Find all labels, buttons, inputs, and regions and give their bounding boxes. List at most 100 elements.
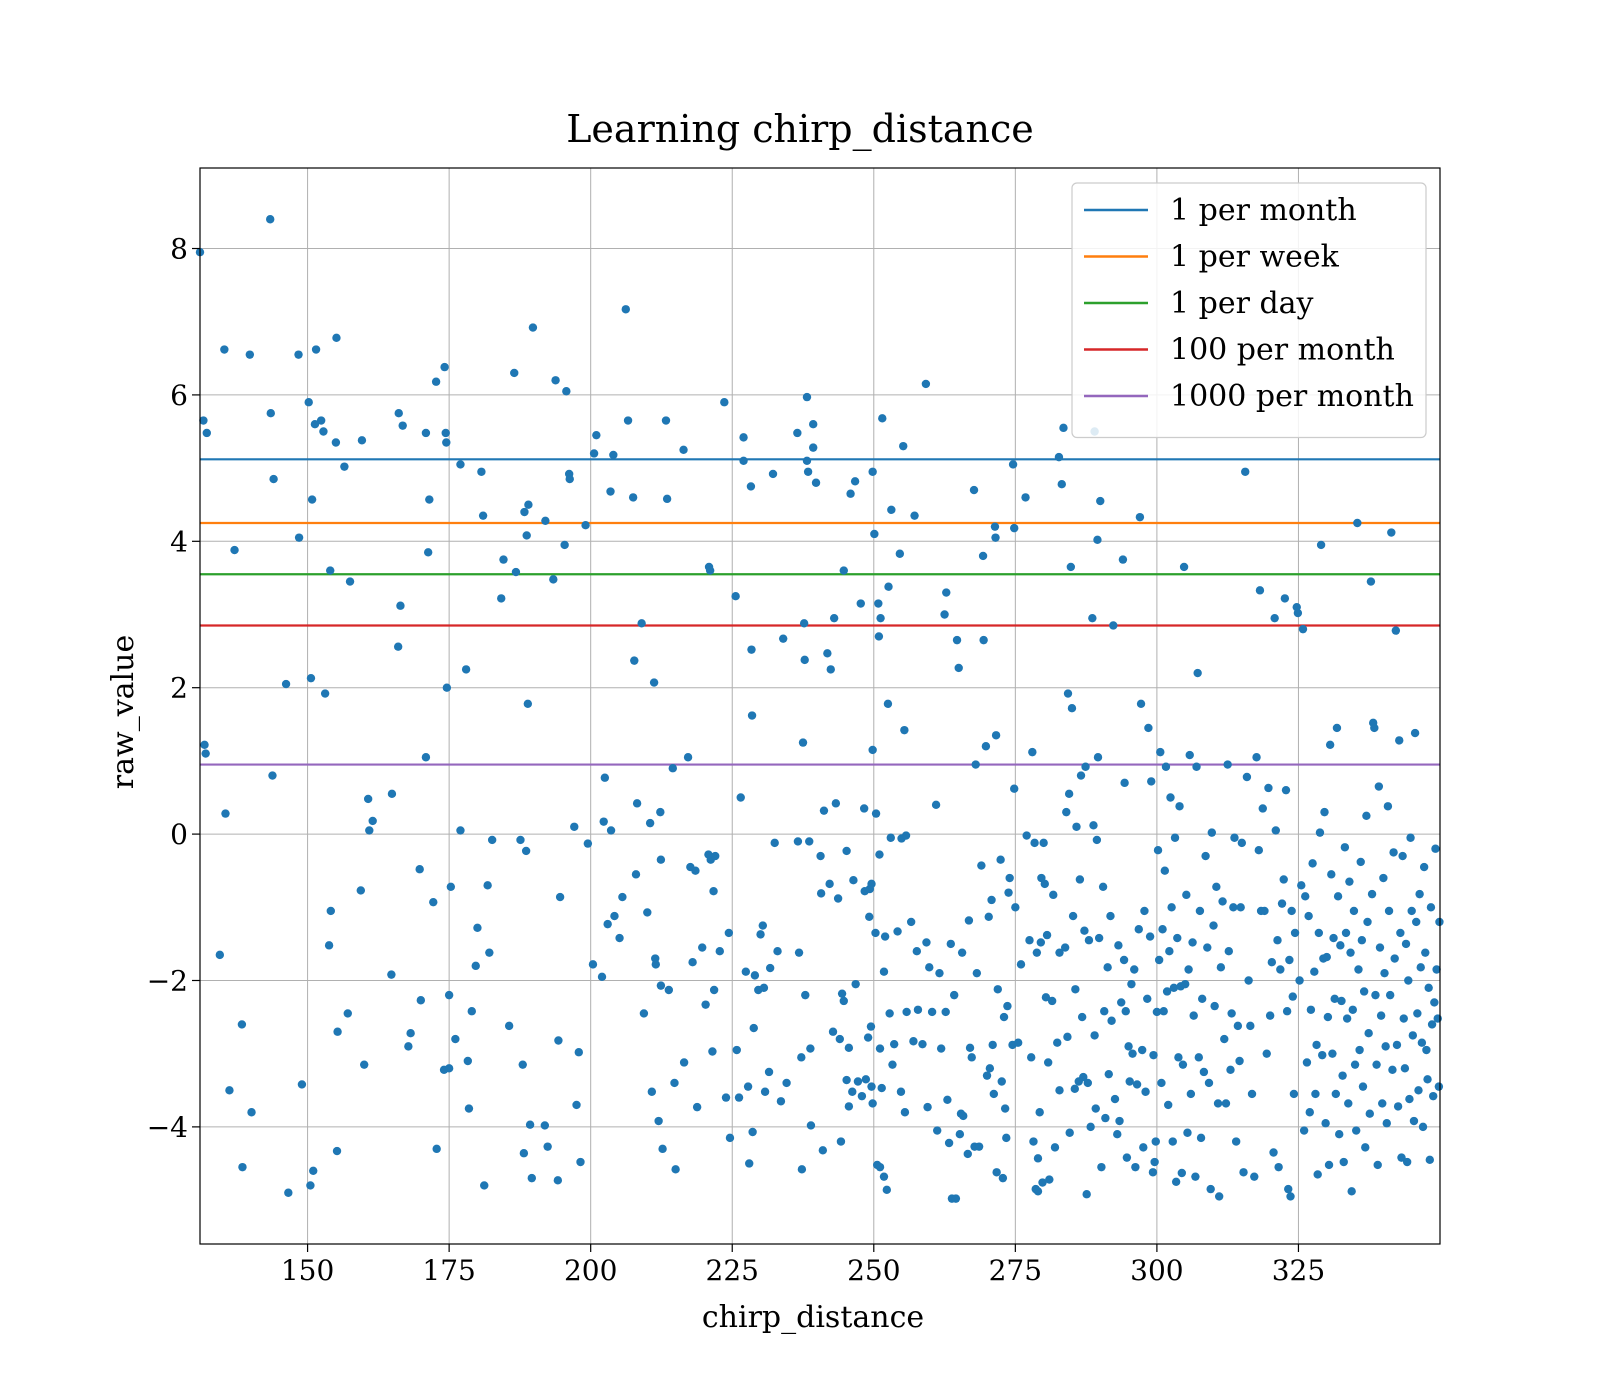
legend: 1 per month 1 per week 1 per day 100 per mo… — [1071, 182, 1427, 439]
data-point — [1250, 1172, 1259, 1181]
data-point — [1277, 899, 1287, 908]
data-point — [999, 1012, 1009, 1022]
data-point — [1361, 1143, 1370, 1152]
data-point — [393, 642, 403, 651]
data-point — [969, 485, 979, 495]
data-point — [1281, 785, 1291, 795]
data-point — [555, 892, 565, 902]
data-point — [848, 1087, 857, 1096]
data-point — [1090, 1031, 1099, 1040]
data-point — [230, 545, 239, 555]
data-point — [1147, 777, 1156, 786]
data-point — [200, 740, 209, 749]
data-point — [511, 567, 521, 577]
data-point — [1382, 1119, 1391, 1128]
data-point — [451, 1034, 460, 1044]
data-point — [1010, 784, 1019, 793]
data-point — [1341, 928, 1351, 938]
data-point — [1301, 892, 1310, 901]
data-point — [1010, 523, 1019, 533]
data-point — [1022, 831, 1031, 840]
data-point — [576, 1157, 585, 1167]
data-point — [1289, 1089, 1299, 1099]
data-point — [768, 469, 778, 479]
data-point — [1286, 1192, 1295, 1201]
data-point — [1331, 1089, 1341, 1099]
data-point — [1364, 1028, 1373, 1038]
data-point — [878, 414, 887, 423]
data-point — [868, 1099, 877, 1108]
data-point — [1025, 936, 1034, 945]
data-point — [1290, 928, 1300, 938]
x-tick-label: 225 — [706, 1254, 759, 1287]
x-tick-label: 250 — [847, 1254, 900, 1287]
data-point — [387, 789, 397, 799]
data-point — [1039, 838, 1048, 848]
data-point — [1315, 828, 1325, 837]
data-point — [1241, 467, 1250, 476]
data-point — [835, 1034, 845, 1044]
data-point — [1223, 760, 1232, 769]
data-point — [1297, 881, 1306, 890]
data-point — [842, 1075, 851, 1085]
data-point — [1164, 1100, 1173, 1110]
data-point — [1255, 586, 1265, 595]
data-point — [1408, 1031, 1418, 1040]
data-point — [1216, 963, 1226, 972]
data-point — [828, 1027, 838, 1036]
data-point — [1316, 540, 1326, 550]
data-point — [959, 1111, 968, 1121]
data-point — [1092, 835, 1102, 845]
data-point — [1366, 577, 1376, 586]
legend-label: 1 per week — [1170, 240, 1340, 275]
data-point — [731, 592, 740, 601]
data-point — [879, 1172, 889, 1181]
data-point — [1159, 1007, 1168, 1016]
data-point — [1381, 1042, 1390, 1051]
data-point — [461, 665, 471, 674]
data-point — [1236, 903, 1245, 912]
data-point — [473, 923, 482, 932]
data-point — [1323, 1012, 1333, 1022]
data-point — [909, 1037, 918, 1046]
data-point — [1097, 1162, 1106, 1172]
data-point — [1063, 689, 1073, 698]
legend-label: 1000 per month — [1170, 379, 1414, 414]
data-point — [483, 881, 492, 890]
data-point — [1358, 1082, 1368, 1091]
data-point — [1335, 1130, 1344, 1139]
data-point — [739, 456, 748, 465]
data-point — [319, 427, 328, 436]
data-point — [1416, 963, 1425, 972]
data-point — [831, 799, 841, 808]
data-point — [1434, 1082, 1444, 1091]
data-point — [1088, 613, 1097, 623]
data-point — [340, 462, 349, 471]
data-point — [949, 990, 959, 1000]
data-point — [1079, 1072, 1088, 1082]
data-point — [885, 1009, 894, 1018]
data-point — [589, 449, 599, 458]
data-point — [1354, 965, 1363, 974]
data-point — [294, 350, 303, 359]
data-point — [1353, 518, 1362, 528]
data-point — [895, 549, 905, 558]
data-point — [1347, 1187, 1356, 1196]
data-point — [1324, 1160, 1334, 1170]
data-point — [406, 1028, 415, 1038]
data-point — [1193, 668, 1202, 678]
data-point — [527, 1173, 536, 1183]
data-point — [906, 917, 916, 927]
data-point — [867, 1082, 876, 1091]
data-point — [1128, 1049, 1137, 1058]
data-point — [1231, 1137, 1241, 1146]
data-point — [266, 409, 275, 418]
data-point — [1363, 917, 1372, 927]
data-point — [1321, 1119, 1330, 1128]
data-point — [996, 855, 1005, 864]
data-point — [1194, 1053, 1203, 1062]
data-point — [816, 851, 825, 861]
data-point — [1167, 903, 1176, 912]
data-point — [1221, 1099, 1231, 1108]
data-point — [1314, 928, 1324, 938]
